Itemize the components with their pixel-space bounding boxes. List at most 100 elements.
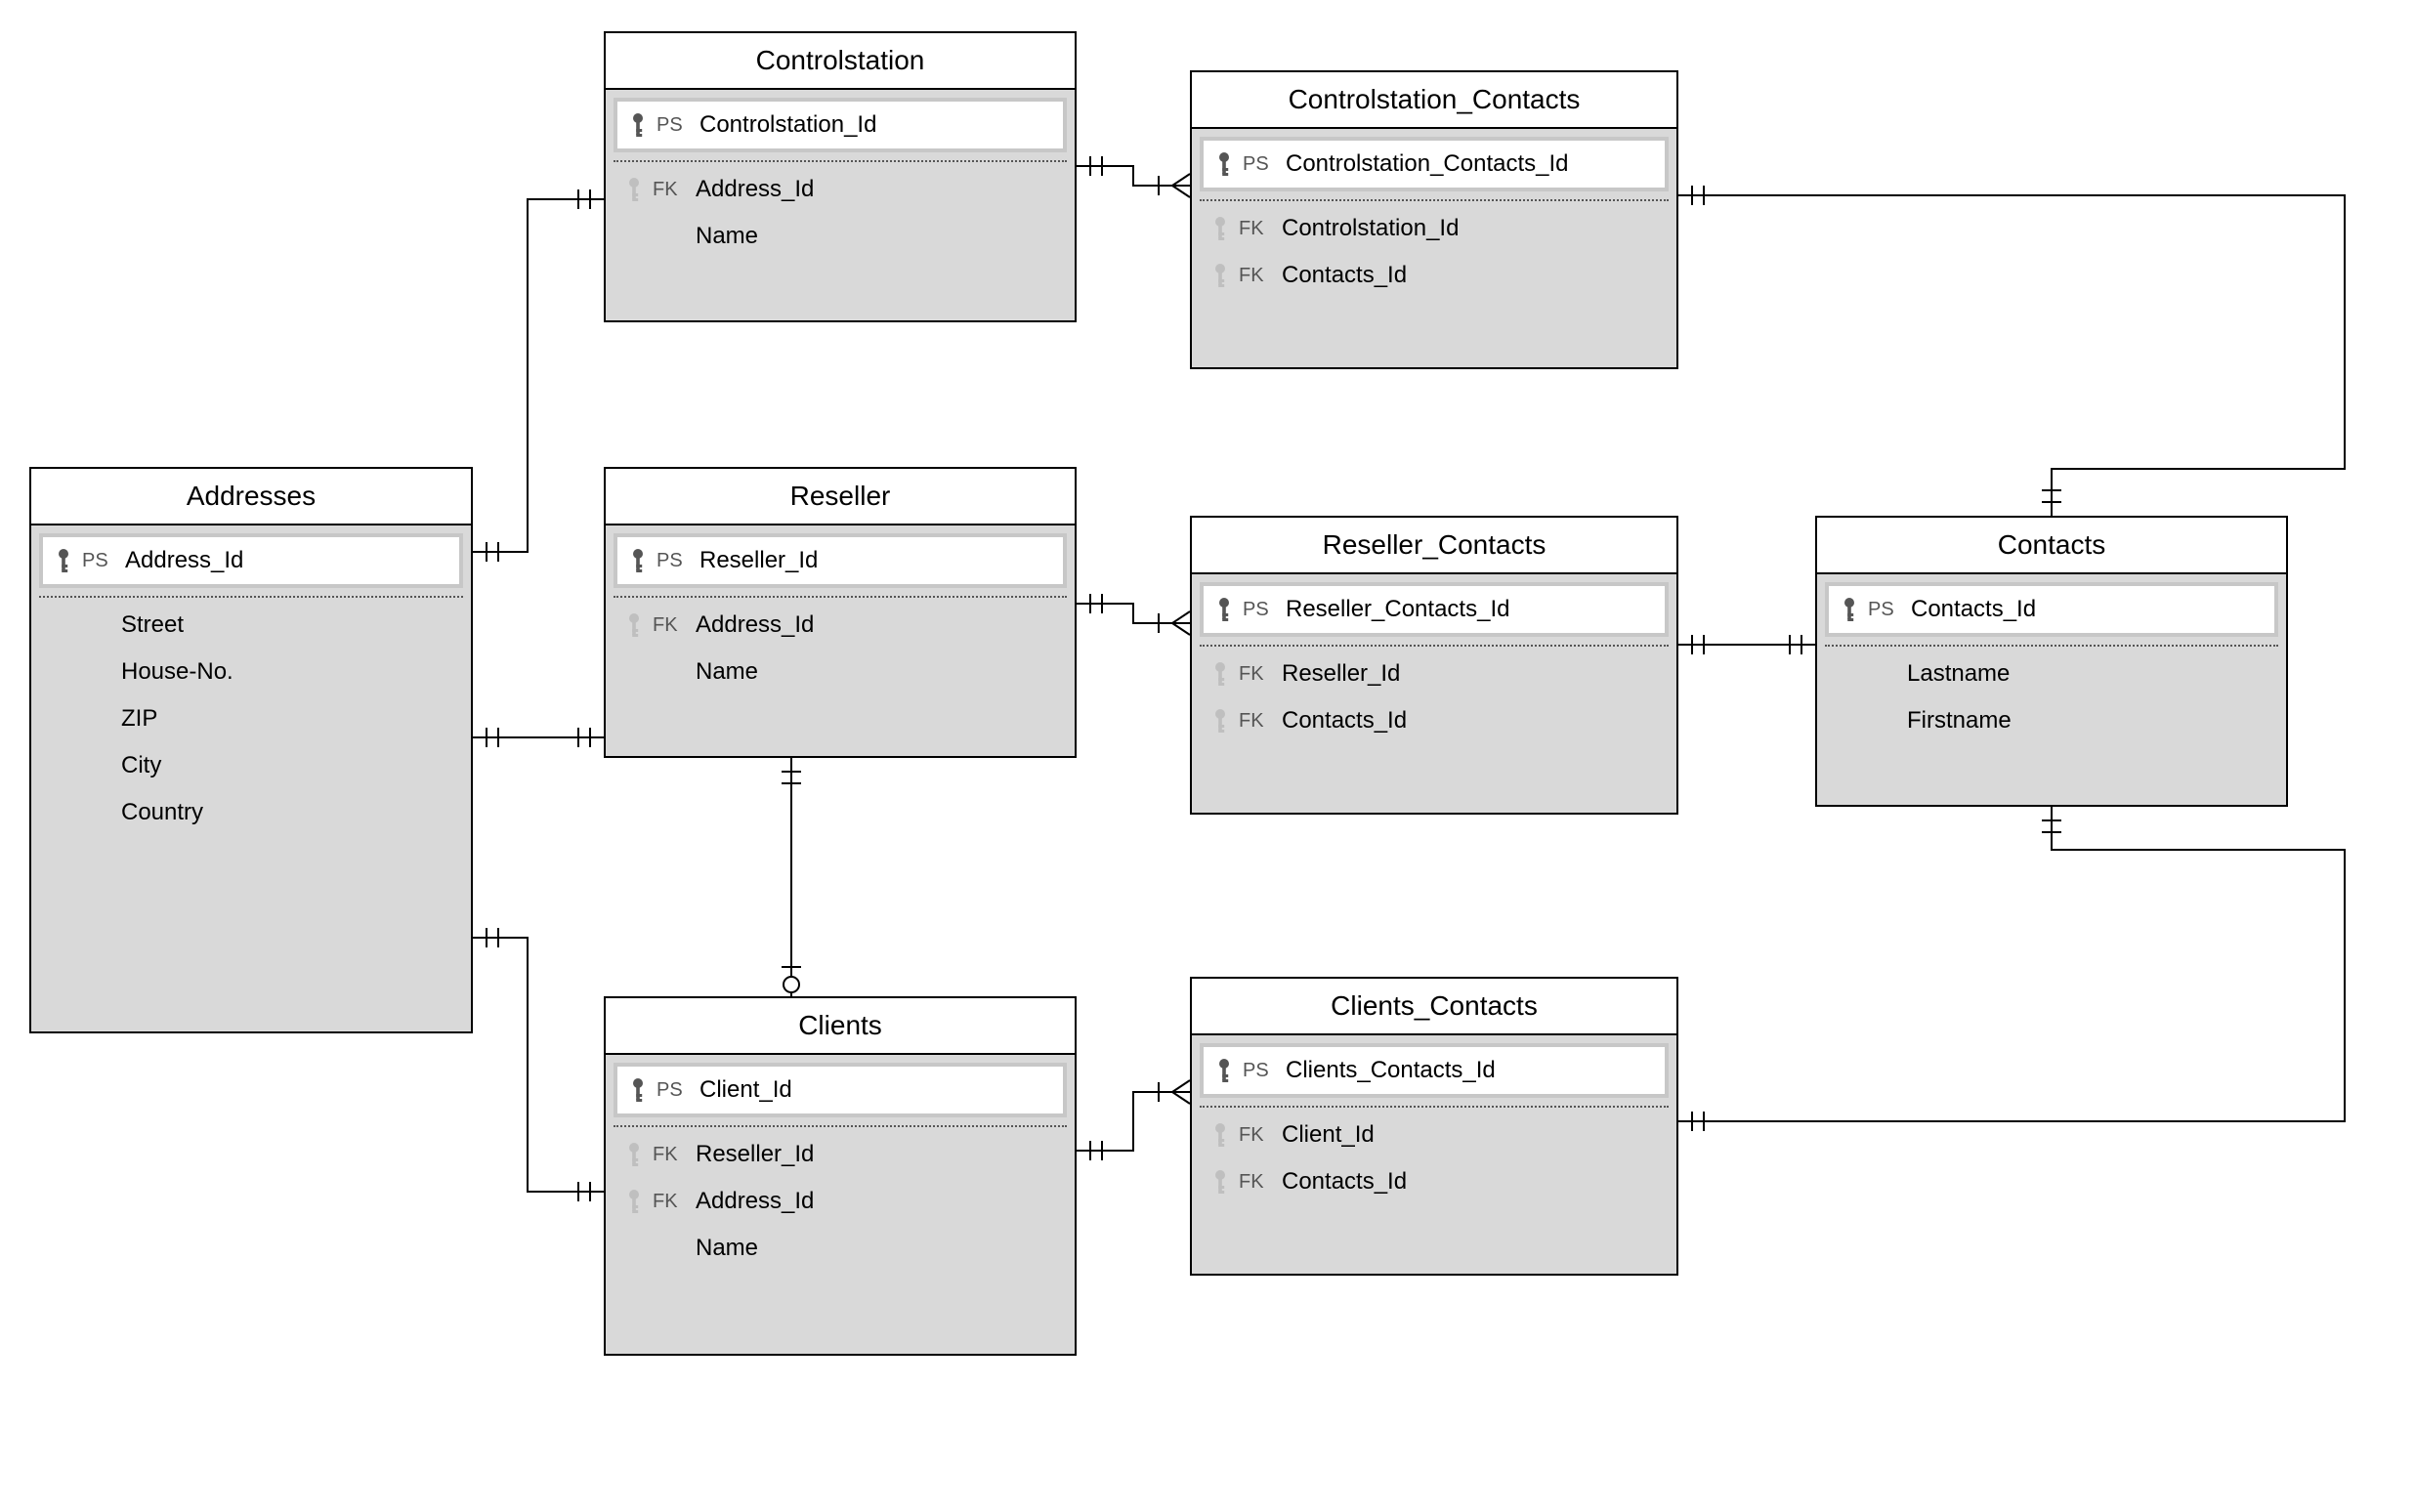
key-type-label: PS [82, 550, 115, 572]
key-icon [1211, 263, 1229, 288]
field-name: Firstname [1907, 707, 2267, 735]
field-row: FKAddress_Id [614, 602, 1067, 649]
field-row: PS Address_Id [43, 537, 459, 584]
field-row: FK Client_Id [1200, 1112, 1669, 1158]
field-name: Name [696, 1235, 1055, 1262]
field-name: Contacts_Id [1282, 707, 1657, 735]
field-name: Reseller_Id [1282, 660, 1657, 688]
field-row: FKContacts_Id [1200, 1158, 1669, 1205]
entity-reseller: Reseller PSReseller_Id FKAddress_IdName [604, 467, 1077, 758]
field-name: Reseller_Id [696, 1141, 1055, 1168]
key-type-label: FK [1239, 710, 1272, 733]
field-row: House-No. [39, 649, 463, 695]
entity-contacts: Contacts PSContacts_IdLastnameFirstname [1815, 516, 2288, 807]
field-row: Name [614, 1225, 1067, 1272]
pk-separator [39, 596, 463, 598]
key-icon [55, 548, 72, 573]
field-row: FK Controlstation_Id [1200, 205, 1669, 252]
field-name: Reseller_Contacts_Id [1286, 596, 1653, 623]
key-icon [625, 177, 643, 202]
field-name: Address_Id [696, 1188, 1055, 1215]
entity-title: Addresses [31, 469, 471, 525]
pk-block: PS Address_Id [39, 533, 463, 588]
key-icon [629, 1077, 647, 1103]
field-row: Firstname [1825, 697, 2278, 744]
field-name: Street [121, 611, 451, 639]
pk-separator [1200, 645, 1669, 647]
pk-block: PS Controlstation_Contacts_Id [1200, 137, 1669, 191]
field-row: FKReseller_Id [1200, 651, 1669, 697]
field-row: PS Controlstation_Id [617, 102, 1063, 148]
key-icon [625, 1189, 643, 1214]
entity-title: Clients [606, 998, 1075, 1055]
field-row: FK Contacts_Id [1200, 697, 1669, 744]
entity-body: PSAddress_IdStreetHouse-No.ZIPCityCountr… [31, 525, 471, 1031]
field-name: Client_Id [1282, 1121, 1657, 1149]
key-type-label: FK [1239, 1171, 1272, 1194]
key-type-label: PS [1868, 599, 1901, 621]
key-type-label: FK [653, 1144, 686, 1166]
field-name: Controlstation_Id [1282, 215, 1657, 242]
key-icon [1215, 597, 1233, 622]
field-name: Country [121, 799, 451, 826]
key-type-label: FK [653, 179, 686, 201]
key-icon [1841, 597, 1858, 622]
field-name: Address_Id [125, 547, 447, 574]
field-row: Country [39, 789, 463, 836]
field-row: Name [614, 213, 1067, 260]
field-name: Contacts_Id [1282, 262, 1657, 289]
entity-controlstation: Controlstation PSControlstation_Id FKAdd… [604, 31, 1077, 322]
key-icon [1215, 1058, 1233, 1083]
field-row: FK Reseller_Id [614, 1131, 1067, 1178]
key-type-label: FK [1239, 1124, 1272, 1147]
entity-clients: Clients PSClient_Id FK Reseller_Id FK Addr… [604, 996, 1077, 1356]
field-name: Address_Id [696, 176, 1055, 203]
entity-body: PSReseller_Id FKAddress_IdName [606, 525, 1075, 756]
pk-separator [1200, 199, 1669, 201]
field-name: Name [696, 223, 1055, 250]
key-type-label: FK [653, 1191, 686, 1213]
entity-addresses: Addresses PSAddress_IdStreetHouse-No.ZIP… [29, 467, 473, 1033]
key-type-label: FK [1239, 265, 1272, 287]
field-row: FK Contacts_Id [1200, 252, 1669, 299]
pk-separator [614, 160, 1067, 162]
field-row: FK Address_Id [614, 166, 1067, 213]
pk-separator [1200, 1106, 1669, 1108]
entity-body: PSClients_Contacts_Id FKClient_Id FKCont… [1192, 1035, 1676, 1274]
field-row: City [39, 742, 463, 789]
key-icon [625, 612, 643, 638]
pk-separator [614, 1125, 1067, 1127]
field-name: Address_Id [696, 611, 1055, 639]
entity-clients_contacts: Clients_Contacts PSClients_Contacts_Id F… [1190, 977, 1678, 1276]
entity-title: Reseller_Contacts [1192, 518, 1676, 574]
field-row: FK Address_Id [614, 1178, 1067, 1225]
key-icon [1215, 151, 1233, 177]
key-type-label: PS [657, 114, 690, 137]
key-type-label: PS [657, 1079, 690, 1102]
pk-block: PSClient_Id [614, 1063, 1067, 1117]
pk-block: PS Reseller_Contacts_Id [1200, 582, 1669, 637]
key-type-label: PS [1243, 153, 1276, 176]
key-type-label: FK [1239, 218, 1272, 240]
entity-title: Controlstation_Contacts [1192, 72, 1676, 129]
entity-body: PSContacts_IdLastnameFirstname [1817, 574, 2286, 805]
pk-block: PSContacts_Id [1825, 582, 2278, 637]
key-type-label: PS [1243, 599, 1276, 621]
field-name: Name [696, 658, 1055, 686]
key-icon [629, 548, 647, 573]
field-row: PS Controlstation_Contacts_Id [1204, 141, 1665, 188]
field-row: PSContacts_Id [1829, 586, 2274, 633]
key-icon [1211, 708, 1229, 734]
field-name: Controlstation_Contacts_Id [1286, 150, 1653, 178]
field-name: House-No. [121, 658, 451, 686]
key-icon [1211, 661, 1229, 687]
entity-title: Clients_Contacts [1192, 979, 1676, 1035]
key-icon [629, 112, 647, 138]
entity-title: Reseller [606, 469, 1075, 525]
field-name: Controlstation_Id [699, 111, 1051, 139]
entity-controlstation_contacts: Controlstation_Contacts PS Controlstation… [1190, 70, 1678, 369]
entity-body: PS Controlstation_Id FK Address_Id Name [606, 90, 1075, 320]
entity-body: PS Reseller_Contacts_Id FKReseller_Id FK C… [1192, 574, 1676, 813]
field-row: PSClient_Id [617, 1067, 1063, 1113]
key-icon [1211, 1169, 1229, 1195]
